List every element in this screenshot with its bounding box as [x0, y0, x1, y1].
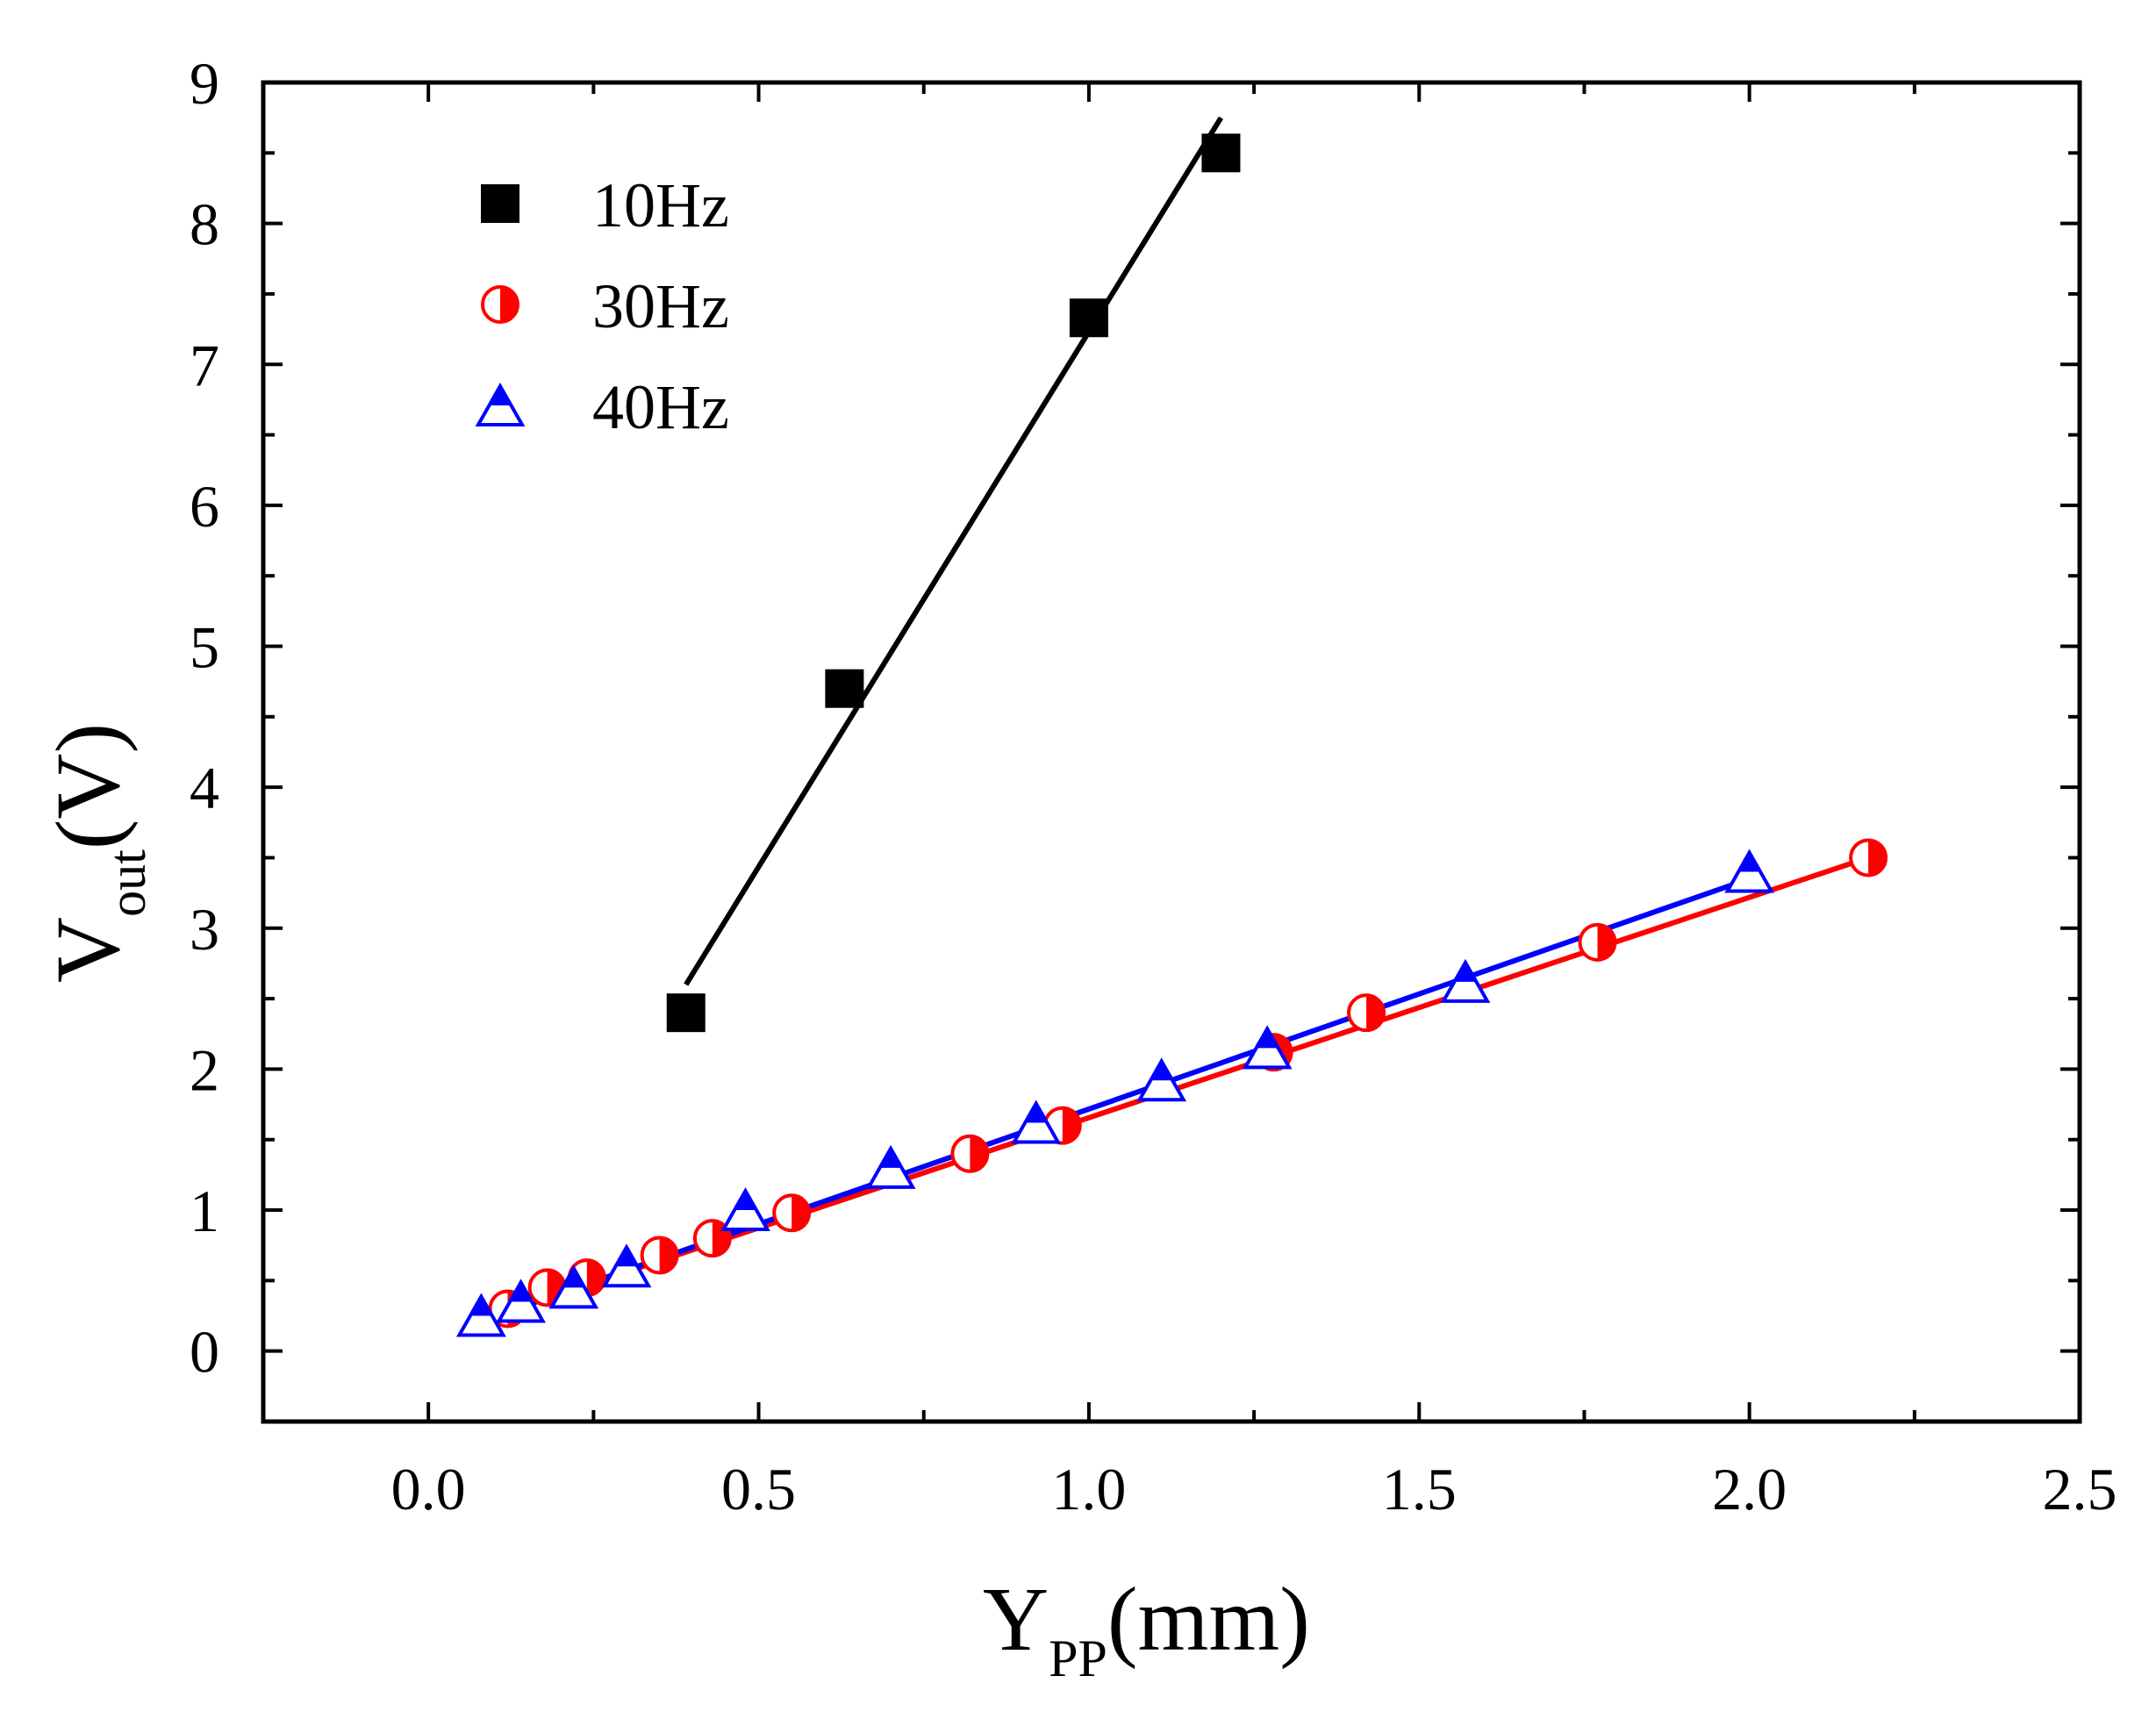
x-axis-title-sub: PP: [1049, 1629, 1107, 1687]
x-axis-title-suffix: (mm): [1107, 1569, 1310, 1670]
data-point: [1242, 1025, 1293, 1070]
x-tick-label: 1.5: [1382, 1456, 1457, 1522]
data-point: [1849, 838, 1888, 877]
y-tick-label: 6: [190, 473, 219, 540]
legend: 10Hz 30Hz 40Hz: [475, 170, 729, 442]
y-axis-title: Vout(V): [38, 723, 156, 983]
y-tick-label: 7: [190, 332, 219, 398]
y-tick-label: 0: [190, 1319, 219, 1386]
data-point: [1011, 1099, 1062, 1144]
x-axis-title: YPP(mm): [983, 1569, 1310, 1687]
y-tick-label: 1: [190, 1178, 219, 1244]
data-point: [772, 1193, 812, 1233]
legend-marker: [481, 184, 519, 223]
x-tick-label: 2.0: [1712, 1456, 1787, 1522]
y-tick-label: 5: [190, 614, 219, 681]
data-point: [1069, 298, 1108, 338]
data-point: [950, 1134, 990, 1173]
x-axis-title-main: Y: [983, 1569, 1049, 1670]
data-point: [548, 1264, 599, 1309]
legend-marker: [475, 382, 526, 426]
data-point: [601, 1243, 652, 1288]
y-tick-label: 3: [190, 896, 219, 963]
data-point: [666, 993, 706, 1033]
data-point: [1440, 958, 1491, 1003]
x-tick-label: 0.5: [721, 1456, 796, 1522]
ticks-layer: 0.0 0.5 1.0 1.5 2.0 2.5 0 1 2 3 4 5 6 7 8 9: [190, 50, 2117, 1522]
x-tick-label: 2.5: [2043, 1456, 2117, 1522]
data-point: [865, 1144, 916, 1189]
plot-frame: [261, 80, 2082, 1424]
legend-marker: [481, 285, 519, 324]
y-tick-label: 9: [190, 50, 219, 117]
y-tick-label: 2: [190, 1036, 219, 1103]
y-axis-title-main: V: [38, 917, 139, 983]
fit-line: [506, 855, 1870, 1314]
fit-line: [506, 876, 1751, 1314]
data-points: [455, 133, 1888, 1337]
fit-line: [684, 116, 1224, 986]
data-point: [1347, 993, 1386, 1033]
data-point: [825, 669, 864, 708]
x-tick-label: 0.0: [391, 1456, 466, 1522]
legend-label: 40Hz: [592, 372, 729, 442]
data-point: [720, 1187, 770, 1232]
y-axis-title-sub: out: [98, 849, 156, 917]
data-point: [1201, 133, 1241, 173]
data-point: [1136, 1057, 1187, 1102]
data-point: [640, 1236, 679, 1275]
data-point: [455, 1293, 506, 1337]
data-point: [1578, 922, 1617, 962]
data-point: [496, 1279, 547, 1323]
y-axis-title-suffix: (V): [38, 723, 139, 849]
x-tick-label: 1.0: [1051, 1456, 1126, 1522]
y-tick-label: 8: [190, 191, 219, 258]
y-tick-label: 4: [190, 755, 219, 821]
data-point: [1724, 849, 1775, 893]
legend-label: 30Hz: [592, 271, 729, 341]
legend-label: 10Hz: [592, 170, 729, 240]
